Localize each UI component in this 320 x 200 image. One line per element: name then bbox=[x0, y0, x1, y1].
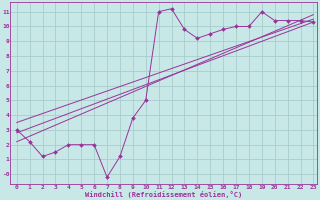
X-axis label: Windchill (Refroidissement éolien,°C): Windchill (Refroidissement éolien,°C) bbox=[85, 191, 243, 198]
